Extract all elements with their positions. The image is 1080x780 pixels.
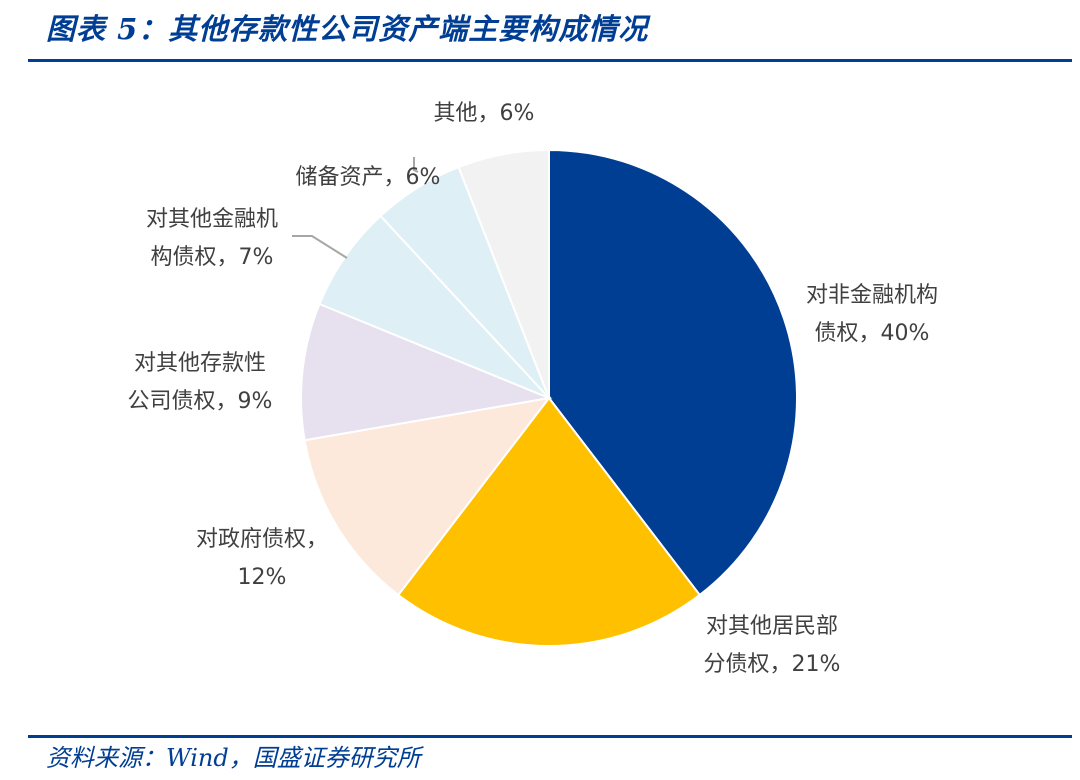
leader-line [413,157,419,173]
slice-label-line: 对非金融机构 [806,283,938,308]
slice-label: 对其他金融机构债权，7% [146,207,278,270]
slice-label-line: 储备资产，6% [296,165,441,190]
slice-label: 对其他居民部分债权，21% [704,614,841,677]
slice-label-line: 构债权，7% [151,245,274,270]
slice-label-line: 对其他居民部 [706,614,838,639]
slice-label: 对非金融机构债权，40% [806,283,938,346]
title-divider [28,59,1072,62]
pie-slice [548,148,798,597]
pie-slice [457,148,550,399]
slice-label-line: 债权，40% [815,321,930,346]
source-note: 资料来源：Wind，国盛证券研究所 [46,744,421,772]
slice-label-line: 对政府债权， [196,527,328,552]
pie-slice [396,396,702,647]
slice-label: 储备资产，6% [296,165,441,190]
slice-label-line: 对其他金融机 [146,207,278,232]
slice-label-line: 其他，6% [434,101,535,126]
slice-label-line: 12% [238,565,287,590]
leader-line [292,235,348,259]
pie-slice [300,302,553,442]
figure-title: 图表 5：其他存款性公司资产端主要构成情况 [46,12,649,46]
slice-label: 对其他存款性公司债权，9% [128,351,273,414]
slice-label-line: 对其他存款性 [134,351,266,376]
slice-label: 对政府债权， 12% [196,527,328,590]
slice-label-line: 分债权，21% [704,652,841,677]
source-divider [28,735,1072,738]
pie-slice [303,396,552,597]
slice-label: 其他，6% [434,101,535,126]
slice-label-line: 公司债权，9% [128,389,273,414]
